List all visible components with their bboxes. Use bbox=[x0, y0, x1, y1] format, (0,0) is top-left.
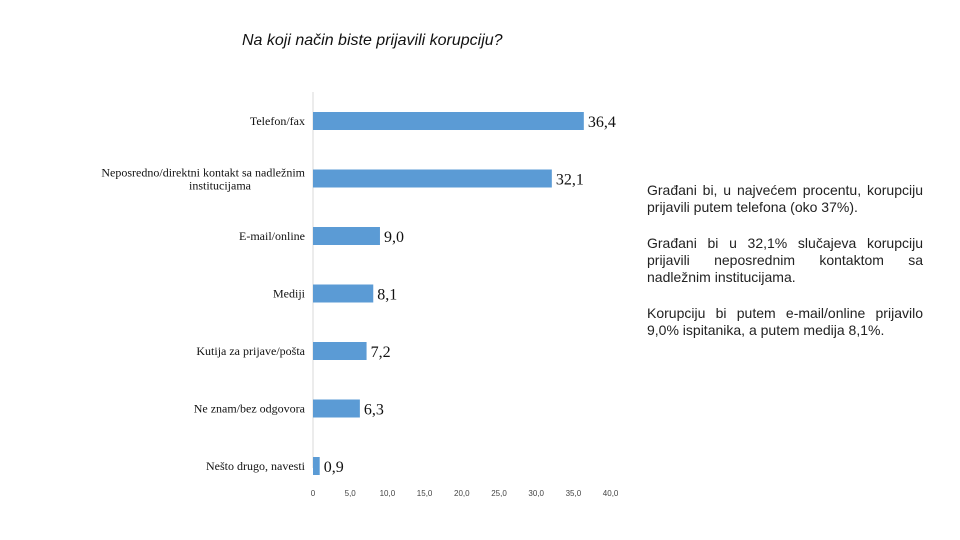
value-label-e-mail-online: 9,0 bbox=[384, 229, 404, 246]
value-label-nesto-drugo-navesti: 0,9 bbox=[324, 459, 344, 476]
category-label-kutija-za-prijave-posta: Kutija za prijave/pošta bbox=[196, 344, 305, 358]
category-label-e-mail-online: E-mail/online bbox=[239, 229, 305, 243]
bar-neposredno-direktni-kontakt-sa-nadleznim-institucijama bbox=[313, 169, 552, 188]
x-tick-label: 30,0 bbox=[528, 489, 544, 498]
note-direct-contact: Građani bi u 32,1% slučajeva korupciju p… bbox=[647, 235, 923, 285]
bar-kutija-za-prijave-posta bbox=[313, 342, 367, 360]
bar-nesto-drugo-navesti bbox=[313, 457, 320, 475]
bar-mediji bbox=[313, 284, 374, 303]
category-label-mediji: Mediji bbox=[273, 287, 306, 301]
bar-ne-znam-bez-odgovora bbox=[313, 399, 360, 418]
value-label-kutija-za-prijave-posta: 7,2 bbox=[371, 344, 391, 361]
bar-telefon-fax bbox=[313, 112, 584, 130]
value-label-telefon-fax: 36,4 bbox=[588, 114, 616, 131]
x-tick-label: 35,0 bbox=[566, 489, 582, 498]
category-label-neposredno-direktni-kontakt-sa-nadleznim-institucijama: Neposredno/direktni kontakt sa nadležnim… bbox=[101, 166, 305, 193]
chart-title: Na koji način biste prijavili korupciju? bbox=[242, 32, 503, 49]
value-label-neposredno-direktni-kontakt-sa-nadleznim-institucijama: 32,1 bbox=[556, 172, 584, 189]
note-telephone: Građani bi, u najvećem procentu, korupci… bbox=[647, 182, 923, 215]
value-label-ne-znam-bez-odgovora: 6,3 bbox=[364, 402, 384, 419]
x-tick-label: 15,0 bbox=[417, 489, 433, 498]
value-label-mediji: 8,1 bbox=[377, 287, 397, 304]
x-tick-label: 0 bbox=[311, 489, 316, 498]
bar-e-mail-online bbox=[313, 227, 380, 245]
category-label-nesto-drugo-navesti: Nešto drugo, navesti bbox=[206, 459, 306, 473]
x-tick-label: 10,0 bbox=[380, 489, 396, 498]
x-tick-label: 40,0 bbox=[603, 489, 619, 498]
notes-panel: Građani bi, u najvećem procentu, korupci… bbox=[647, 182, 923, 358]
note-email-media: Korupciju bi putem e-mail/online prijavi… bbox=[647, 305, 923, 338]
category-label-telefon-fax: Telefon/fax bbox=[250, 114, 305, 128]
x-tick-label: 20,0 bbox=[454, 489, 470, 498]
x-tick-label: 5,0 bbox=[345, 489, 357, 498]
category-label-ne-znam-bez-odgovora: Ne znam/bez odgovora bbox=[194, 402, 306, 416]
x-tick-label: 25,0 bbox=[491, 489, 507, 498]
